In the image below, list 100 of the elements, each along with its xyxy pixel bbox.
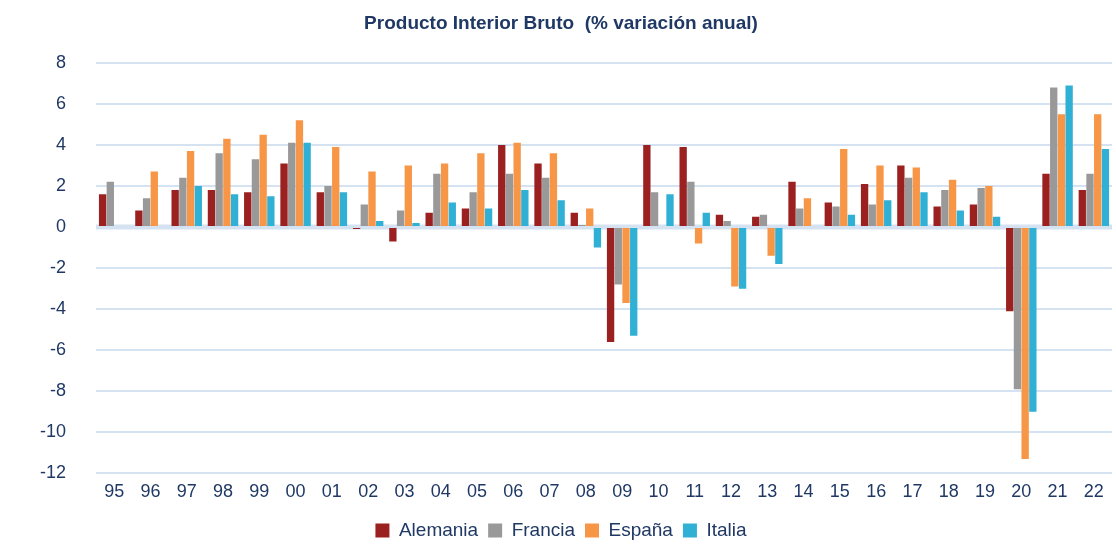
bar: [194, 185, 202, 227]
bar: [643, 144, 651, 227]
bar: [267, 196, 275, 227]
x-tick-label: 08: [575, 481, 596, 502]
bar: [186, 151, 195, 227]
bar: [679, 146, 687, 227]
bar: [557, 200, 565, 227]
x-tick-label: 95: [104, 481, 125, 502]
bar: [622, 228, 630, 303]
x-tick-label: 05: [466, 481, 488, 502]
bar: [948, 179, 957, 227]
bar: [759, 214, 768, 227]
x-tick-label: 11: [685, 481, 705, 502]
bar: [215, 153, 223, 227]
x-tick-label: 07: [539, 481, 560, 502]
bar: [912, 167, 920, 227]
x-tick-label: 99: [249, 481, 270, 502]
x-tick-label: 98: [213, 481, 234, 502]
bar: [593, 228, 602, 248]
x-tick-label: 96: [140, 481, 161, 502]
bar: [847, 214, 856, 227]
bar: [448, 202, 456, 227]
bar: [1013, 228, 1022, 390]
bar: [969, 204, 978, 227]
bar: [295, 120, 304, 227]
bar: [230, 194, 239, 227]
x-tick-label: 04: [430, 481, 451, 502]
bar: [738, 228, 747, 289]
y-tick-label: -12: [40, 462, 67, 483]
x-tick-label: 02: [358, 481, 379, 502]
bar: [1021, 228, 1029, 460]
bar: [549, 153, 558, 227]
bar: [521, 190, 529, 227]
bar: [941, 190, 949, 227]
bar: [360, 204, 368, 227]
x-tick-label: 15: [829, 481, 850, 502]
x-tick-label: 18: [938, 481, 959, 502]
bar: [207, 190, 216, 227]
y-tick-label: -2: [50, 257, 67, 278]
bar: [860, 183, 869, 227]
bar: [1006, 228, 1014, 312]
bar: [1086, 173, 1094, 227]
x-tick-label: 16: [866, 481, 887, 502]
legend-label: España: [608, 518, 674, 540]
bar: [570, 212, 578, 227]
bar: [606, 228, 615, 343]
bar: [985, 185, 993, 227]
bar: [868, 204, 876, 227]
bar: [904, 177, 913, 227]
bar: [840, 149, 848, 227]
bar: [1094, 114, 1102, 227]
chart-title: Producto Interior Bruto (% variación anual): [364, 11, 758, 33]
bar: [687, 181, 695, 227]
bar: [694, 228, 703, 244]
bar: [223, 138, 231, 227]
bar: [1101, 149, 1110, 227]
bar: [171, 190, 179, 227]
bar: [788, 181, 796, 227]
bar: [542, 177, 550, 227]
bar: [723, 220, 731, 227]
bar: [324, 185, 332, 227]
bar: [513, 142, 521, 227]
bar: [1065, 85, 1073, 227]
y-tick-label: -10: [40, 421, 67, 442]
bar: [1057, 114, 1066, 227]
bar: [98, 194, 107, 227]
y-tick-label: 4: [56, 133, 67, 154]
bar: [775, 228, 783, 264]
bar: [332, 146, 340, 227]
bar: [752, 216, 760, 227]
y-tick-label: -4: [50, 298, 67, 319]
x-tick-label: 14: [793, 481, 814, 502]
bar: [404, 165, 412, 227]
x-tick-label: 19: [974, 481, 996, 502]
legend-label: Alemania: [398, 518, 479, 540]
x-tick-label: 10: [648, 481, 669, 502]
y-tick-label: 0: [56, 216, 67, 237]
bar: [884, 200, 892, 227]
x-tick-label: 22: [1083, 481, 1104, 502]
bar: [244, 192, 252, 227]
bar: [614, 228, 622, 285]
y-tick-label: 8: [56, 51, 67, 72]
bar: [179, 177, 187, 227]
bar: [280, 163, 288, 227]
y-tick-label: 6: [56, 92, 67, 113]
bar: [650, 192, 659, 227]
bar: [505, 173, 514, 227]
x-tick-label: 13: [757, 481, 778, 502]
bar: [461, 208, 470, 227]
bar: [469, 192, 477, 227]
y-tick-label: 2: [56, 174, 67, 195]
bar: [251, 159, 260, 227]
bar: [715, 214, 724, 227]
bar: [1029, 228, 1037, 412]
bar: [702, 212, 710, 227]
x-tick-label: 97: [176, 481, 197, 502]
bar: [288, 142, 296, 227]
x-tick-label: 20: [1011, 481, 1032, 502]
y-tick-label: -6: [50, 339, 67, 360]
x-tick-label: 01: [321, 481, 342, 502]
